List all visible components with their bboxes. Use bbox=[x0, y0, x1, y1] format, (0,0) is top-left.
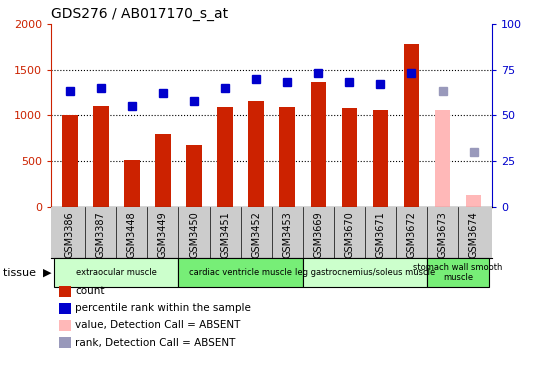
Text: GSM3669: GSM3669 bbox=[313, 211, 323, 258]
Text: tissue  ▶: tissue ▶ bbox=[3, 268, 51, 278]
Text: GSM3387: GSM3387 bbox=[96, 211, 106, 258]
Text: rank, Detection Call = ABSENT: rank, Detection Call = ABSENT bbox=[75, 337, 236, 348]
Bar bbox=[279, 107, 295, 207]
Bar bbox=[179, 258, 303, 287]
Bar bbox=[124, 160, 140, 207]
Text: value, Detection Call = ABSENT: value, Detection Call = ABSENT bbox=[75, 321, 240, 330]
Bar bbox=[435, 110, 450, 207]
Text: GSM3452: GSM3452 bbox=[251, 211, 261, 258]
Bar bbox=[404, 44, 419, 207]
Text: count: count bbox=[75, 286, 105, 296]
Text: extraocular muscle: extraocular muscle bbox=[76, 268, 157, 277]
Bar bbox=[186, 145, 202, 207]
Bar bbox=[62, 115, 77, 207]
Bar bbox=[249, 101, 264, 207]
Text: GSM3453: GSM3453 bbox=[282, 211, 292, 258]
Bar bbox=[310, 82, 326, 207]
Bar bbox=[303, 258, 427, 287]
Bar bbox=[342, 108, 357, 207]
Bar bbox=[217, 107, 233, 207]
Bar bbox=[373, 110, 388, 207]
Text: GSM3450: GSM3450 bbox=[189, 211, 199, 258]
Bar bbox=[54, 258, 179, 287]
Text: GSM3672: GSM3672 bbox=[407, 211, 416, 258]
Text: GSM3673: GSM3673 bbox=[437, 211, 448, 258]
Text: leg gastrocnemius/soleus muscle: leg gastrocnemius/soleus muscle bbox=[295, 268, 435, 277]
Text: stomach wall smooth
muscle: stomach wall smooth muscle bbox=[413, 263, 503, 283]
Text: GDS276 / AB017170_s_at: GDS276 / AB017170_s_at bbox=[51, 7, 228, 21]
Text: GSM3670: GSM3670 bbox=[344, 211, 355, 258]
Text: GSM3386: GSM3386 bbox=[65, 211, 75, 258]
Bar bbox=[93, 106, 109, 207]
Bar bbox=[155, 134, 171, 207]
Text: GSM3449: GSM3449 bbox=[158, 211, 168, 258]
Bar bbox=[466, 195, 482, 207]
Text: cardiac ventricle muscle: cardiac ventricle muscle bbox=[189, 268, 292, 277]
Text: GSM3451: GSM3451 bbox=[220, 211, 230, 258]
Text: percentile rank within the sample: percentile rank within the sample bbox=[75, 303, 251, 313]
Text: GSM3448: GSM3448 bbox=[127, 211, 137, 258]
Text: GSM3674: GSM3674 bbox=[469, 211, 479, 258]
Bar bbox=[427, 258, 489, 287]
Text: GSM3671: GSM3671 bbox=[376, 211, 385, 258]
